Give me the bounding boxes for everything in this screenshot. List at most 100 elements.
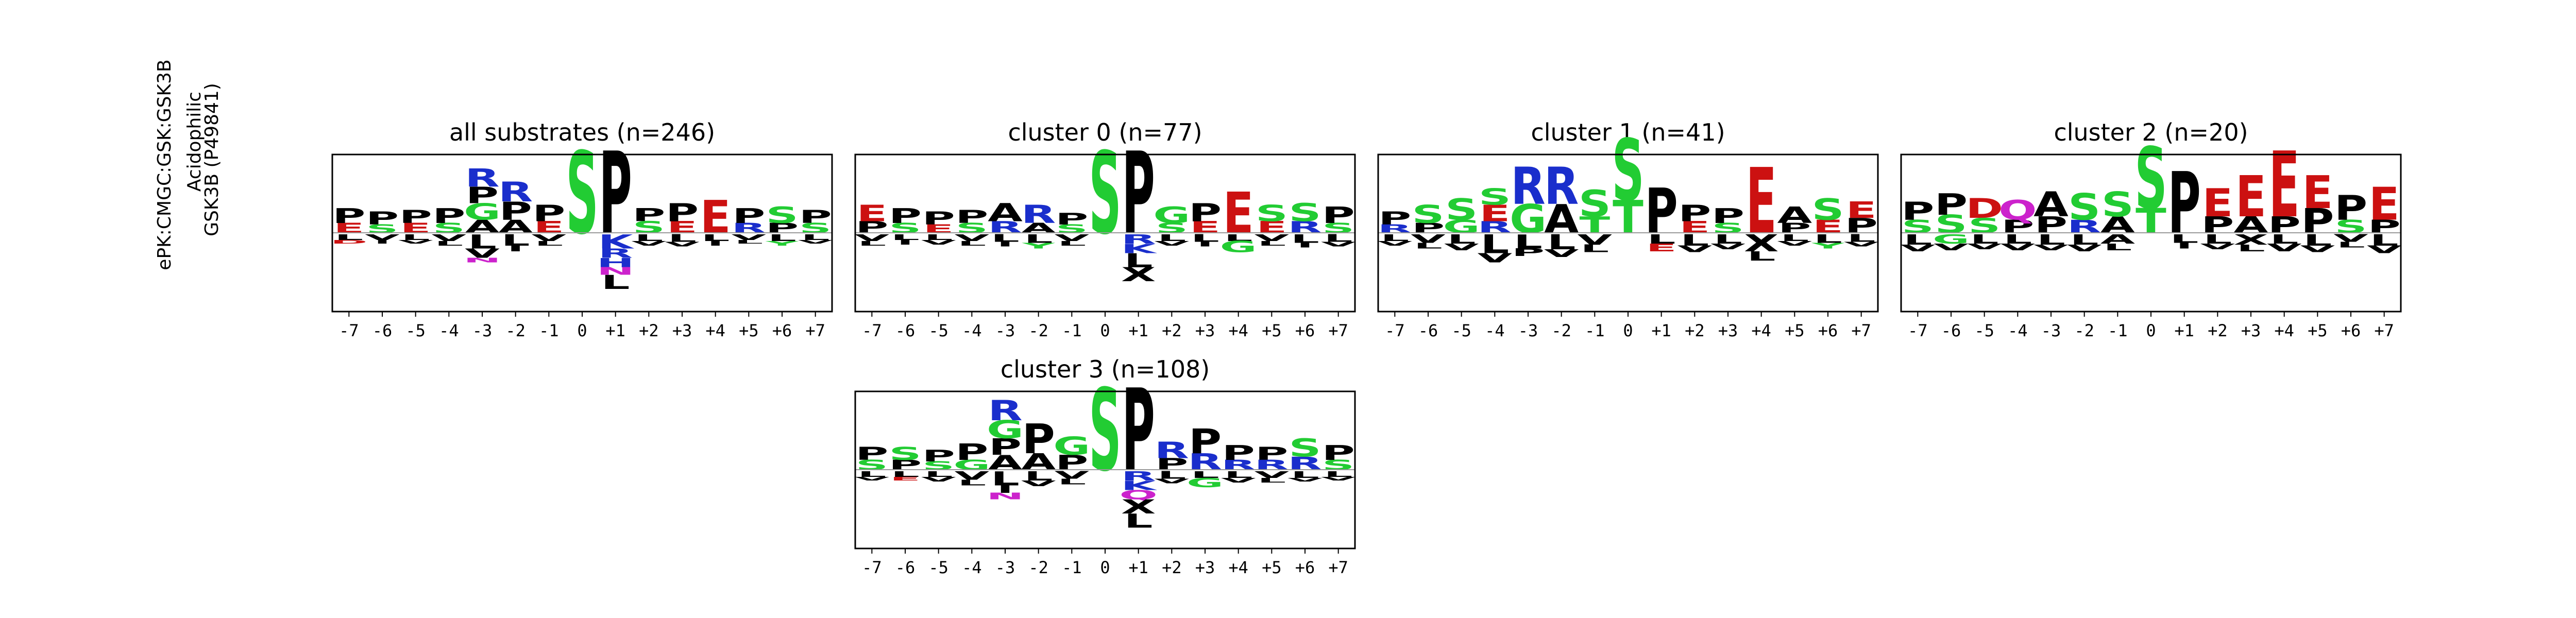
x-tick-label: -4 xyxy=(2008,321,2028,340)
logo-letter: P xyxy=(432,204,465,228)
logo-panel: cluster 0 (n=77) P E S P E P S P R A A R S P S P S G E P E E S R… xyxy=(854,118,1356,353)
logo-letter: S xyxy=(1412,200,1444,229)
logo-letter: E xyxy=(1256,218,1287,237)
logo-letter: S xyxy=(1902,216,1934,237)
logo-letter: L xyxy=(801,233,830,242)
logo-letter: S xyxy=(1322,220,1354,236)
logo-letter: L xyxy=(2370,231,2399,249)
logo-letter: G xyxy=(1933,232,1970,247)
logo-letter: D xyxy=(1965,193,2003,225)
x-tick-label: +4 xyxy=(1228,558,1248,577)
logo-letter: V xyxy=(2067,243,2102,253)
logo-letter: E xyxy=(333,220,364,236)
logo-letter: V xyxy=(665,241,700,248)
logo-letter: A xyxy=(2100,212,2135,238)
logo-letter: V xyxy=(1021,479,1056,488)
x-tick-label: -7 xyxy=(1385,321,1405,340)
row-label-line-3: GSK3B (P49841) xyxy=(201,83,223,236)
x-tick-label: +6 xyxy=(2341,321,2361,340)
panel-title: cluster 1 (n=41) xyxy=(1531,118,1725,146)
logo-letter: P xyxy=(1155,455,1188,474)
logo-letter: R xyxy=(1221,457,1256,473)
x-tick-label: +6 xyxy=(1295,321,1315,340)
x-tick-label: -5 xyxy=(928,558,948,577)
logo-letter: L xyxy=(401,233,430,242)
x-tick-label: +6 xyxy=(1295,558,1315,577)
logo-letter: V xyxy=(631,239,667,247)
logo-letter: P xyxy=(1935,187,1968,221)
row-label-line-2: ePK:CMGC:GSK:GSK3B xyxy=(154,59,175,270)
logo-letter: P xyxy=(666,198,699,228)
logo-letter: L xyxy=(924,470,953,478)
logo-letter: V xyxy=(2333,232,2368,244)
logo-letter: S xyxy=(2102,185,2134,225)
logo-letter: S xyxy=(799,220,832,236)
logo-letter: L xyxy=(1257,239,1286,247)
logo-letter: V xyxy=(2033,243,2069,252)
logo-letter: R xyxy=(1188,449,1222,475)
logo-letter: L xyxy=(768,232,796,243)
logo-letter: L xyxy=(2270,232,2299,247)
x-tick-label: -4 xyxy=(439,321,459,340)
panel-title: cluster 0 (n=77) xyxy=(1008,118,1202,146)
logo-letter: L xyxy=(957,478,986,487)
logo-letter: L xyxy=(1780,232,1809,243)
logo-letter: I xyxy=(707,239,724,247)
logo-letter: L xyxy=(1191,469,1219,480)
x-tick-label: 0 xyxy=(1623,321,1633,340)
logo-letter: I xyxy=(897,238,914,246)
logo-letter: R xyxy=(1255,457,1289,473)
logo-letter: P xyxy=(1378,208,1411,229)
logo-letter: L xyxy=(1970,232,1999,247)
logo-letter: E xyxy=(1646,242,1677,253)
logo-letter: E xyxy=(667,218,698,237)
logo-letter: P xyxy=(889,204,922,228)
logo-letter: S xyxy=(1256,201,1288,227)
logo-letter: R xyxy=(2067,216,2102,237)
logo-letter: V xyxy=(2200,242,2235,251)
logo-letter: P xyxy=(499,196,532,226)
logo-letter: P xyxy=(1645,175,1678,248)
x-tick-label: +3 xyxy=(1195,321,1215,340)
logo-letter: E xyxy=(890,476,921,482)
logo-letter: L xyxy=(1814,232,1842,246)
logo-letter: S xyxy=(889,220,922,236)
logo-letter: G xyxy=(1220,238,1257,256)
x-tick-label: +3 xyxy=(672,321,692,340)
logo-letter: R xyxy=(1478,218,1512,237)
x-tick-label: -1 xyxy=(1062,321,1082,340)
logo-letter: V xyxy=(2367,244,2402,255)
logo-letter: P xyxy=(799,206,832,227)
logo-letter: G xyxy=(987,415,1024,444)
logo-letter: S xyxy=(856,457,888,473)
logo-letter: R xyxy=(732,220,766,236)
logo-letter: L xyxy=(991,232,1020,244)
logo-letter: S xyxy=(922,459,955,472)
logo-letter: S xyxy=(1712,220,1744,236)
logo-letter: L xyxy=(857,470,886,478)
logo-letter: N xyxy=(986,491,1024,502)
logo-letter: L xyxy=(1714,232,1742,247)
logo-letter: V xyxy=(1544,247,1579,259)
logo-letter: L xyxy=(2037,232,2065,248)
logo-letter: S xyxy=(1612,122,1644,220)
x-tick-label: -5 xyxy=(1451,321,1471,340)
logo-letter: V xyxy=(1154,477,1190,485)
x-tick-label: +2 xyxy=(639,321,659,340)
logo-letter: L xyxy=(891,470,920,478)
logo-letter: N xyxy=(597,265,634,277)
logo-letter: L xyxy=(1580,243,1609,254)
logo-letter: L xyxy=(1903,232,1932,248)
x-tick-label: +3 xyxy=(1195,558,1215,577)
logo-letter: P xyxy=(399,206,432,227)
logo-letter: V xyxy=(1444,242,1479,253)
logo-letter: L xyxy=(1514,231,1543,253)
logo-letter: S xyxy=(766,202,798,229)
logo-letter: E xyxy=(1190,218,1221,237)
logo-letter: P xyxy=(1778,220,1811,236)
logo-letter: V xyxy=(1054,469,1089,481)
logo-letter: E xyxy=(2302,166,2333,219)
logo-letter: L xyxy=(957,239,986,247)
logo-letter: A xyxy=(1021,449,1056,475)
x-tick-label: -7 xyxy=(862,321,882,340)
